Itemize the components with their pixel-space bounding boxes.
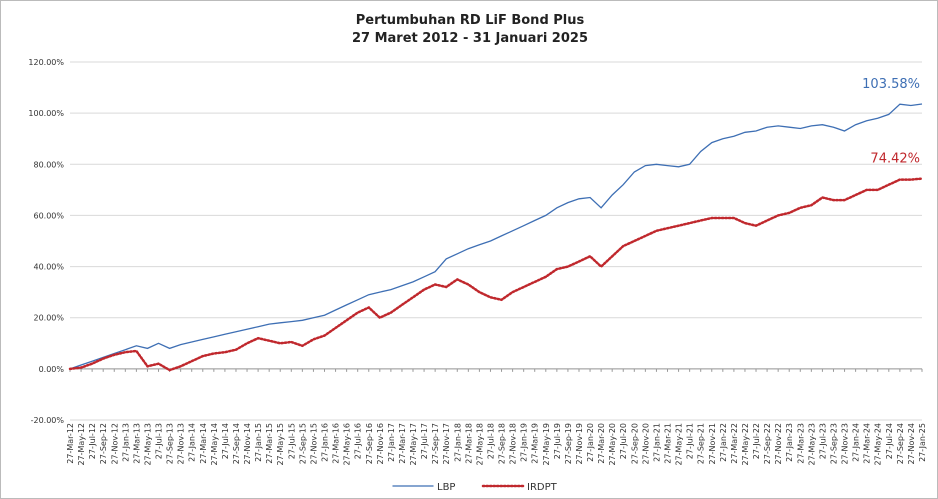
- x-tick-label: 27-Mar-24: [863, 423, 872, 464]
- x-tick-label: 27-Nov-14: [243, 423, 252, 465]
- x-tick-label: 27-Jan-23: [785, 423, 794, 462]
- x-tick-label: 27-Nov-15: [309, 423, 318, 465]
- x-tick-label: 27-May-19: [542, 423, 551, 466]
- x-tick-label: 27-Jul-12: [88, 423, 97, 459]
- x-tick-label: 27-Mar-23: [796, 423, 805, 464]
- x-tick-label: 27-Jan-13: [121, 423, 130, 462]
- x-tick-label: 27-Nov-12: [110, 423, 119, 465]
- x-tick-label: 27-May-23: [807, 423, 816, 466]
- x-tick-label: 27-Mar-19: [531, 423, 540, 464]
- x-tick-label: 27-Jan-16: [320, 423, 329, 462]
- y-tick-label: 0.00%: [39, 365, 65, 374]
- y-tick-label: 100.00%: [28, 109, 64, 118]
- x-tick-label: 27-Sep-13: [166, 423, 175, 464]
- value-label: 103.58%: [862, 77, 920, 92]
- x-tick-label: 27-Sep-18: [498, 423, 507, 464]
- chart-subtitle: 27 Maret 2012 - 31 Januari 2025: [352, 31, 588, 46]
- x-tick-label: 27-Nov-13: [177, 423, 186, 465]
- x-tick-label: 27-Sep-20: [630, 423, 639, 464]
- value-label: 74.42%: [870, 152, 920, 167]
- x-tick-label: 27-Sep-17: [431, 423, 440, 464]
- x-tick-label: 27-Jan-21: [652, 423, 661, 462]
- y-tick-label: 120.00%: [28, 58, 64, 67]
- x-tick-label: 27-Sep-24: [896, 423, 905, 464]
- x-tick-label: 27-Nov-17: [442, 423, 451, 465]
- x-tick-label: 27-Jan-25: [918, 423, 927, 462]
- x-tick-label: 27-Jan-14: [188, 423, 197, 462]
- x-tick-label: 27-May-20: [608, 423, 617, 466]
- x-tick-label: 27-Sep-22: [763, 423, 772, 464]
- x-tick-label: 27-Jul-14: [221, 423, 230, 459]
- x-tick-label: 27-May-18: [475, 423, 484, 466]
- x-tick-label: 27-Mar-13: [132, 423, 141, 464]
- x-tick-label: 27-Jul-21: [686, 423, 695, 459]
- x-tick-label: 27-Sep-21: [697, 423, 706, 464]
- x-tick-label: 27-Jul-13: [155, 423, 164, 459]
- x-tick-label: 27-Jul-20: [619, 423, 628, 459]
- x-tick-label: 27-Jan-15: [254, 423, 263, 462]
- y-tick-label: 20.00%: [33, 314, 64, 323]
- x-tick-label: 27-Sep-12: [99, 423, 108, 464]
- x-tick-label: 27-Mar-21: [664, 423, 673, 464]
- x-tick-label: 27-Sep-14: [232, 423, 241, 464]
- x-tick-label: 27-Jan-24: [852, 423, 861, 462]
- y-tick-label: 40.00%: [33, 263, 64, 272]
- x-tick-label: 27-Nov-22: [774, 423, 783, 465]
- x-tick-label: 27-Sep-16: [365, 423, 374, 464]
- x-tick-label: 27-Nov-24: [907, 423, 916, 465]
- x-tick-label: 27-Sep-23: [829, 423, 838, 464]
- x-tick-label: 27-Jan-20: [586, 423, 595, 462]
- x-tick-label: 27-Jul-22: [752, 423, 761, 459]
- x-tick-label: 27-May-21: [675, 423, 684, 466]
- chart-title: Pertumbuhan RD LiF Bond Plus: [356, 13, 585, 28]
- x-tick-label: 27-May-12: [77, 423, 86, 466]
- x-tick-label: 27-May-22: [741, 423, 750, 466]
- x-tick-label: 27-Mar-16: [332, 423, 341, 464]
- x-tick-label: 27-Nov-18: [509, 423, 518, 465]
- x-tick-label: 27-Jul-18: [486, 423, 495, 459]
- x-tick-label: 27-Nov-16: [376, 423, 385, 465]
- x-tick-label: 27-May-16: [343, 423, 352, 466]
- x-tick-label: 27-Mar-22: [730, 423, 739, 464]
- x-tick-label: 27-Jul-15: [287, 423, 296, 459]
- y-tick-label: 60.00%: [33, 211, 64, 220]
- x-tick-label: 27-Sep-15: [298, 423, 307, 464]
- y-tick-label: 80.00%: [33, 160, 64, 169]
- x-tick-label: 27-May-17: [409, 423, 418, 466]
- x-tick-label: 27-Jan-22: [719, 423, 728, 462]
- y-tick-label: -20.00%: [31, 416, 65, 425]
- x-tick-label: 27-Nov-21: [708, 423, 717, 465]
- legend-label: IRDPT: [527, 482, 558, 493]
- x-tick-label: 27-Jan-19: [520, 423, 529, 462]
- x-tick-label: 27-Jul-17: [420, 423, 429, 459]
- x-tick-label: 27-Jul-23: [818, 423, 827, 459]
- x-tick-label: 27-Mar-20: [597, 423, 606, 464]
- x-tick-label: 27-Jul-24: [885, 423, 894, 459]
- x-tick-label: 27-Nov-19: [575, 423, 584, 465]
- x-tick-label: 27-May-14: [210, 423, 219, 466]
- series-line: [68, 177, 924, 372]
- x-tick-label: 27-Mar-14: [199, 423, 208, 464]
- x-tick-label: 27-Nov-23: [841, 423, 850, 465]
- x-tick-label: 27-Jul-16: [354, 423, 363, 459]
- x-tick-label: 27-Jul-19: [553, 423, 562, 459]
- x-tick-label: 27-Sep-19: [564, 423, 573, 464]
- x-tick-label: 27-May-15: [276, 423, 285, 466]
- x-tick-label: 27-Jan-17: [387, 423, 396, 462]
- legend-label: LBP: [437, 482, 455, 493]
- x-tick-label: 27-Mar-12: [66, 423, 75, 464]
- series-line: [69, 103, 923, 370]
- x-tick-label: 27-Mar-15: [265, 423, 274, 464]
- x-tick-label: 27-Nov-20: [641, 423, 650, 465]
- x-tick-label: 27-May-13: [143, 423, 152, 466]
- x-tick-label: 27-Mar-17: [398, 423, 407, 464]
- x-tick-label: 27-Mar-18: [464, 423, 473, 464]
- x-tick-label: 27-Jan-18: [453, 423, 462, 462]
- x-tick-label: 27-May-24: [874, 423, 883, 466]
